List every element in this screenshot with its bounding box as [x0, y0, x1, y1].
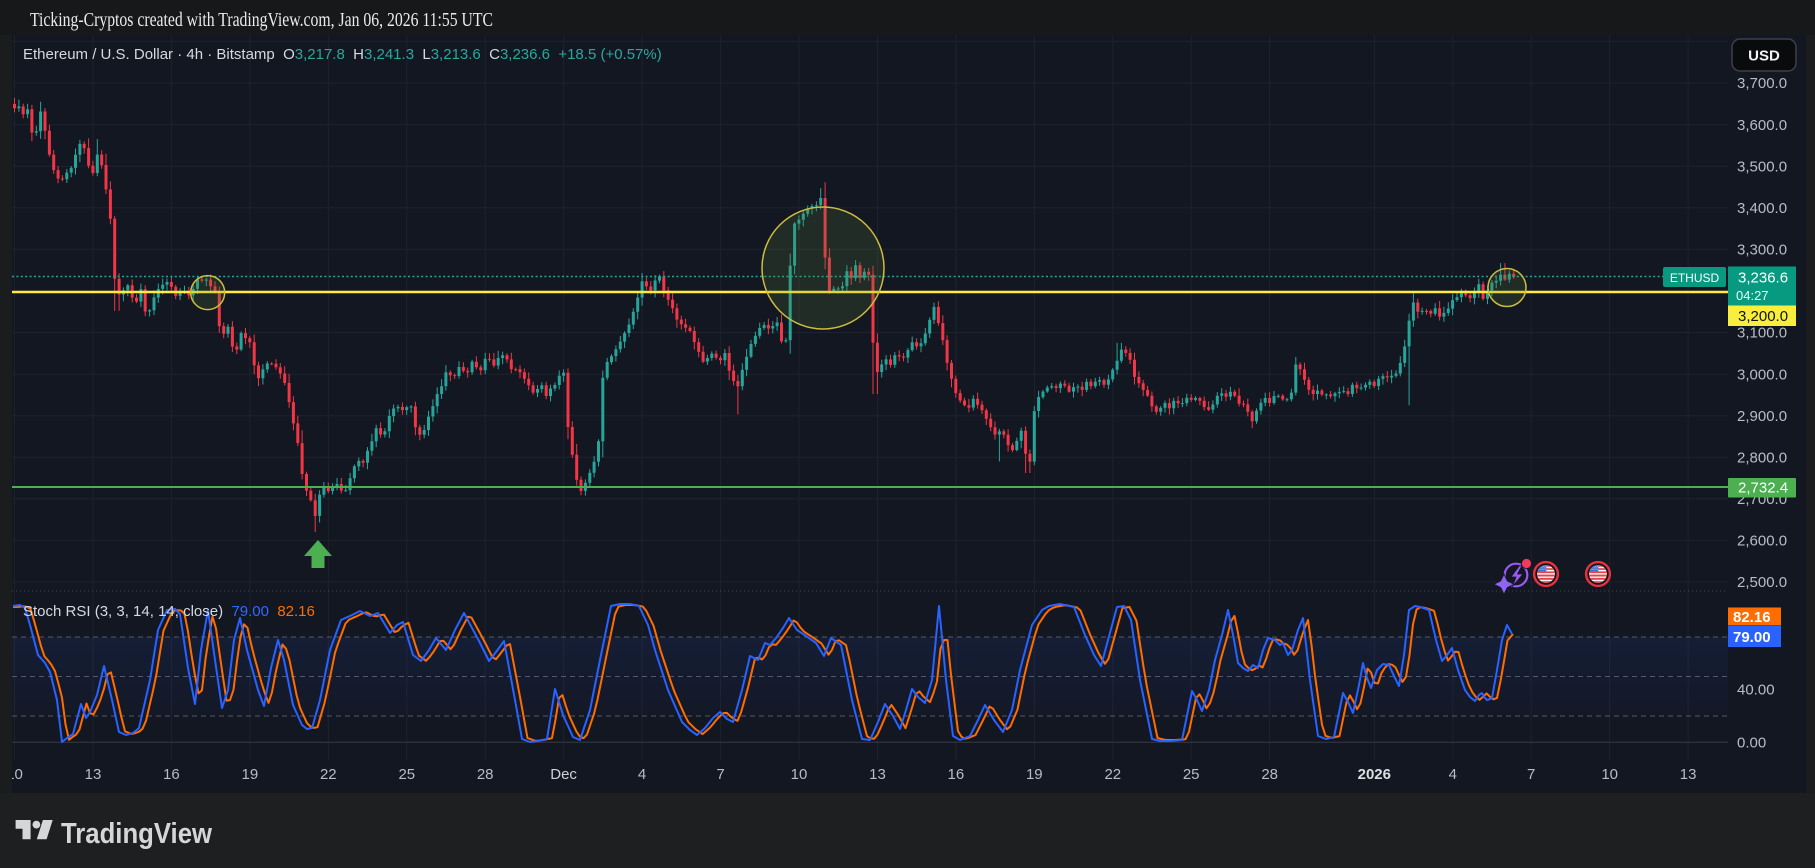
svg-text:82.16: 82.16	[1733, 609, 1771, 626]
svg-text:USD: USD	[1748, 48, 1780, 65]
svg-text:40.00: 40.00	[1737, 682, 1775, 699]
svg-text:2,732.4: 2,732.4	[1738, 480, 1788, 497]
svg-text:3,600.0: 3,600.0	[1737, 117, 1787, 134]
svg-text:10: 10	[1601, 766, 1618, 783]
svg-text:19: 19	[242, 766, 259, 783]
svg-text:3,236.6: 3,236.6	[1738, 270, 1788, 287]
svg-text:2026: 2026	[1358, 766, 1391, 783]
svg-text:13: 13	[869, 766, 886, 783]
svg-text:4: 4	[638, 766, 646, 783]
svg-text:7: 7	[1527, 766, 1535, 783]
svg-text:3,100.0: 3,100.0	[1737, 325, 1787, 342]
svg-text:Ticking-Cryptos created with T: Ticking-Cryptos created with TradingView…	[30, 9, 493, 31]
svg-text:16: 16	[948, 766, 965, 783]
svg-text:22: 22	[1104, 766, 1121, 783]
svg-text:13: 13	[1680, 766, 1697, 783]
svg-text:ETHUSD: ETHUSD	[1670, 271, 1720, 285]
svg-text:3,400.0: 3,400.0	[1737, 200, 1787, 217]
svg-text:16: 16	[163, 766, 180, 783]
svg-text:25: 25	[398, 766, 415, 783]
svg-text:2,800.0: 2,800.0	[1737, 449, 1787, 466]
svg-text:3,500.0: 3,500.0	[1737, 158, 1787, 175]
svg-text:19: 19	[1026, 766, 1043, 783]
svg-text:2,900.0: 2,900.0	[1737, 408, 1787, 425]
svg-text:3,700.0: 3,700.0	[1737, 75, 1787, 92]
svg-text:28: 28	[477, 766, 494, 783]
svg-text:Ethereum / U.S. Dollar · 4h ·: Ethereum / U.S. Dollar · 4h · Bitstamp O…	[23, 46, 662, 63]
svg-text:28: 28	[1261, 766, 1278, 783]
svg-text:7: 7	[716, 766, 724, 783]
svg-text:TradingView: TradingView	[61, 818, 212, 850]
svg-text:25: 25	[1183, 766, 1200, 783]
svg-text:22: 22	[320, 766, 337, 783]
svg-text:3,000.0: 3,000.0	[1737, 366, 1787, 383]
svg-text:10: 10	[791, 766, 808, 783]
svg-text:2,600.0: 2,600.0	[1737, 533, 1787, 550]
svg-text:2,500.0: 2,500.0	[1737, 574, 1787, 591]
svg-text:Stoch RSI (3, 3, 14, 14, close: Stoch RSI (3, 3, 14, 14, close) 79.00 82…	[23, 603, 315, 620]
svg-text:79.00: 79.00	[1733, 629, 1771, 646]
svg-text:3,300.0: 3,300.0	[1737, 242, 1787, 259]
svg-text:0.00: 0.00	[1737, 734, 1766, 751]
svg-text:Dec: Dec	[550, 766, 577, 783]
svg-text:04:27: 04:27	[1736, 288, 1769, 303]
svg-text:4: 4	[1449, 766, 1457, 783]
svg-text:3,200.0: 3,200.0	[1738, 308, 1788, 325]
svg-text:13: 13	[85, 766, 102, 783]
